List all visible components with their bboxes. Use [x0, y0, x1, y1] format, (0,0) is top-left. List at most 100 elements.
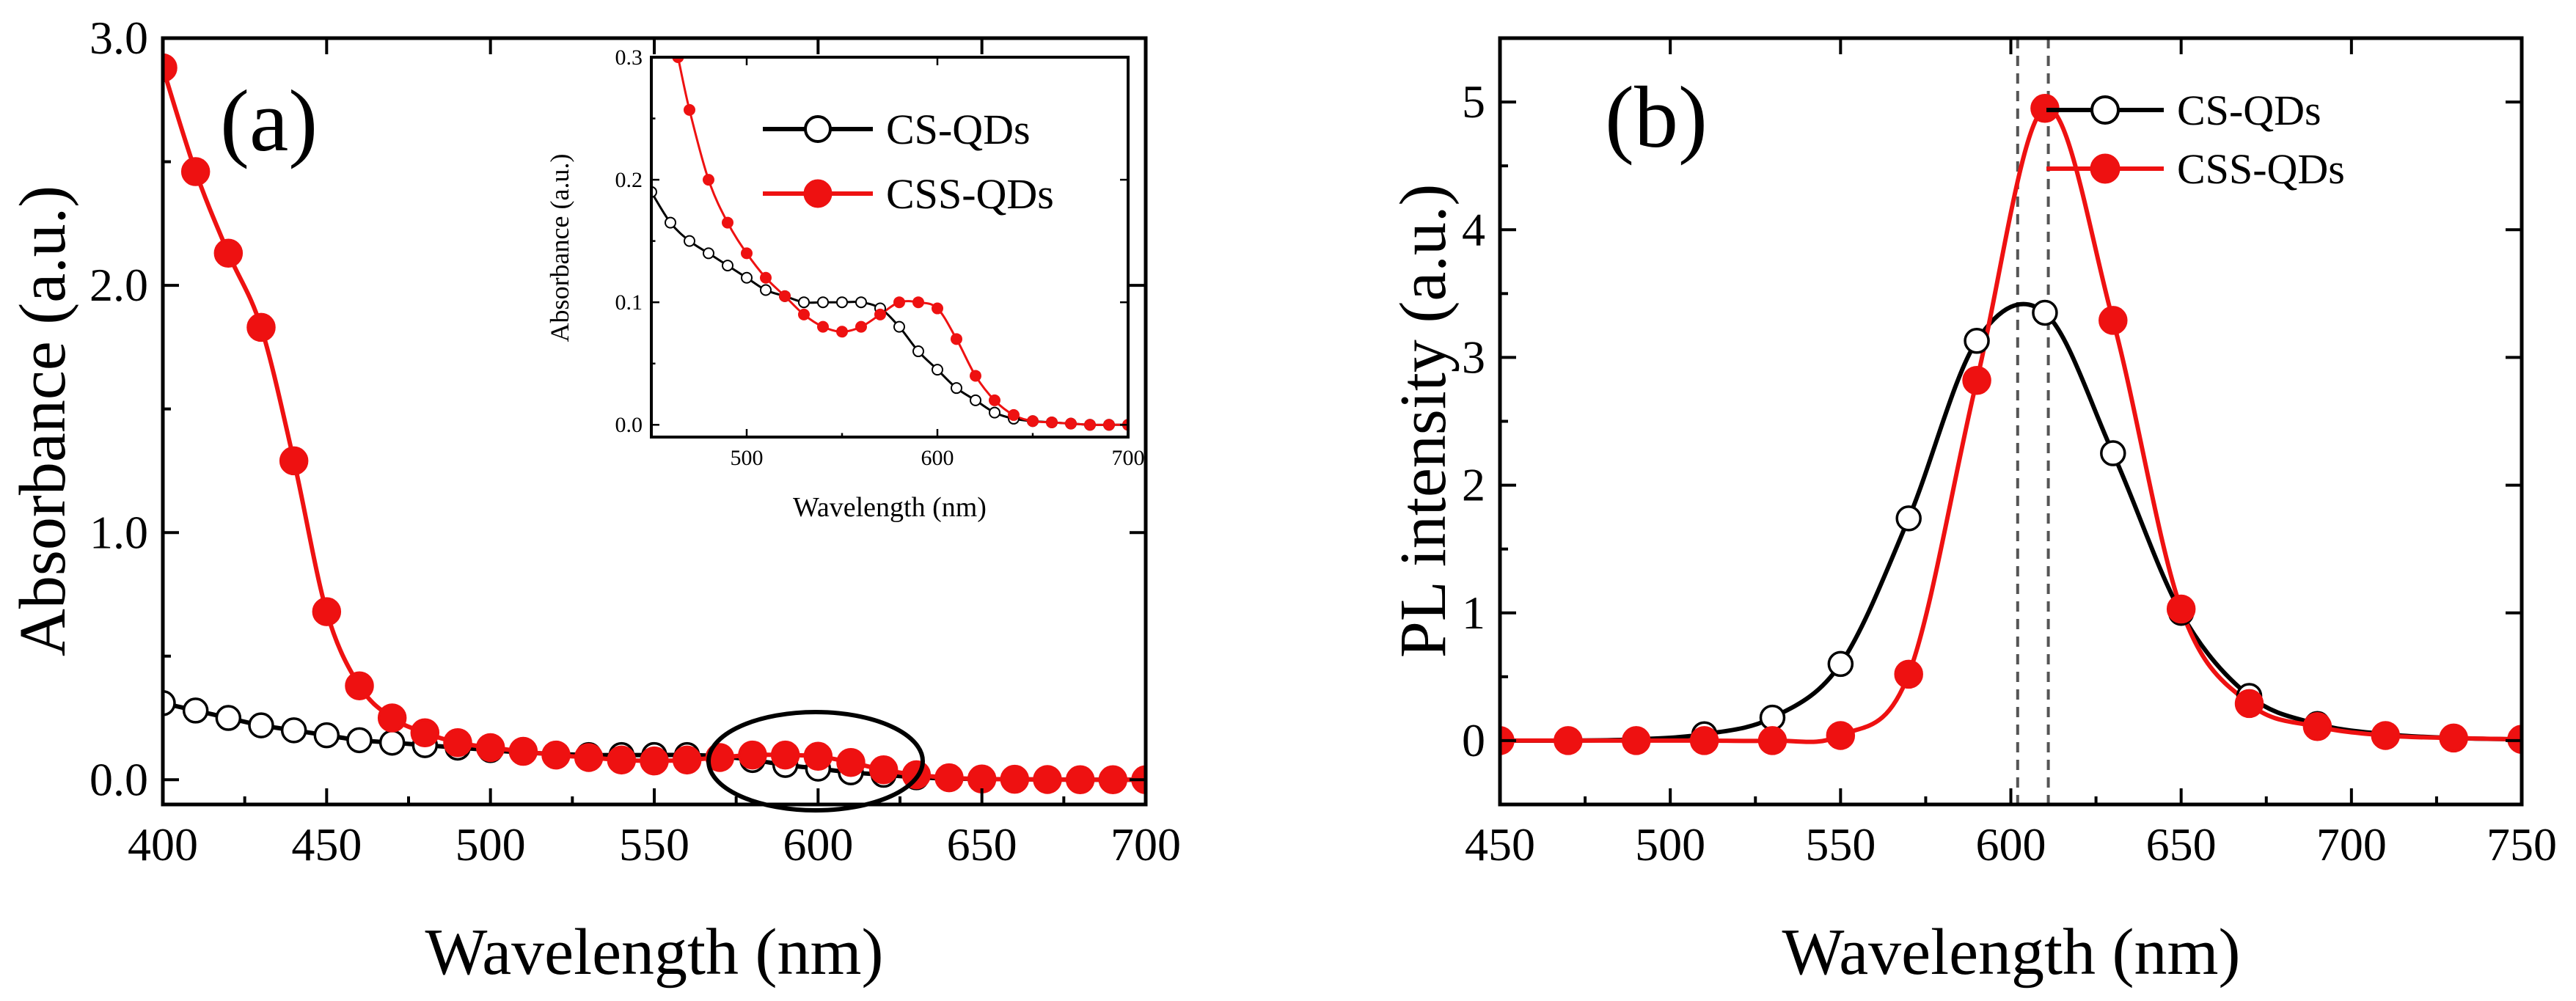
- data-point-b-css-qds: [2439, 723, 2468, 753]
- data-point-a-css-qds: [1065, 765, 1095, 795]
- y-tick-label-a: 2.0: [89, 259, 148, 311]
- panel-a-xlabel: Wavelength (nm): [425, 916, 883, 989]
- data-point-a-css-qds: [475, 733, 505, 763]
- highlight-ellipse: [706, 710, 925, 813]
- x-tick-label-a: 600: [783, 818, 853, 870]
- data-point-b-css-qds: [1689, 726, 1719, 755]
- data-point-inset-css-qds: [817, 320, 829, 333]
- y-tick-label-b: 1: [1462, 587, 1485, 639]
- data-point-a-cs-qds: [346, 727, 373, 754]
- panel-a-axes: 400 450 500 550 600 650 700 0.0 1.0 2.0 3.0: [89, 12, 1181, 870]
- data-point-inset-css-qds: [951, 333, 962, 345]
- data-point-a-css-qds: [377, 703, 407, 733]
- data-point-inset-cs-qds: [722, 260, 733, 272]
- data-point-inset-cs-qds: [951, 382, 962, 395]
- panel-a: 400 450 500 550 600 650 700 0.0 1.0 2.0 3.0 (a) Wa…: [7, 12, 1181, 989]
- data-point-inset-css-qds: [1027, 415, 1039, 428]
- data-point-b-css-qds: [2099, 306, 2128, 335]
- x-tick-label-inset: 600: [921, 446, 954, 470]
- x-tick-label-b: 600: [1976, 818, 2046, 870]
- legend-a-css-label: CSS-QDs: [886, 170, 1054, 218]
- data-point-a-css-qds: [607, 745, 637, 775]
- x-tick-label-a: 450: [291, 818, 362, 870]
- panel-b-ylabel: PL intensity (a.u.): [1387, 184, 1460, 659]
- data-point-inset-css-qds: [1103, 419, 1115, 431]
- y-tick-label-a: 0.0: [89, 753, 148, 805]
- panel-b-xlabel: Wavelength (nm): [1782, 916, 2240, 989]
- data-point-b-css-qds: [2302, 712, 2332, 741]
- data-point-inset-cs-qds: [760, 284, 772, 296]
- inset-chart: 500 600 700 0.0 0.1 0.2 0.3 Wavelength (nm) Ab…: [545, 45, 1145, 523]
- data-point-inset-cs-qds: [912, 345, 924, 358]
- y-tick-label-inset: 0.2: [615, 168, 643, 192]
- data-point-a-css-qds: [934, 763, 964, 793]
- data-point-inset-css-qds: [893, 296, 905, 309]
- legend-a-css-marker: [803, 179, 833, 208]
- x-tick-label-b: 550: [1805, 818, 1876, 870]
- panel-b-data: [1500, 38, 2522, 804]
- legend-a-cs-marker: [804, 115, 832, 143]
- data-point-inset-cs-qds: [893, 320, 905, 333]
- data-point-b-cs-qds: [1759, 704, 1786, 731]
- data-point-a-css-qds: [672, 745, 702, 775]
- legend-a: CS-QDs CSS-QDs: [763, 106, 1054, 218]
- y-tick-label-inset: 0.3: [615, 45, 643, 70]
- y-tick-label-b: 0: [1462, 714, 1485, 766]
- data-point-inset-cs-qds: [855, 296, 867, 309]
- x-tick-label-a: 500: [455, 818, 526, 870]
- data-point-inset-css-qds: [1008, 408, 1020, 421]
- panel-b: 450 500 550 600 650 700 750 0 1 2 3 4 5 (b) Waveleng…: [1387, 36, 2557, 989]
- data-point-a-css-qds: [868, 755, 899, 785]
- legend-b-css-label: CSS-QDs: [2177, 145, 2345, 193]
- data-point-a-cs-qds: [248, 712, 274, 738]
- data-point-inset-css-qds: [798, 308, 810, 320]
- panel-a-data: [163, 53, 1146, 795]
- data-point-b-cs-qds: [1895, 505, 1922, 532]
- data-point-inset-css-qds: [874, 308, 886, 320]
- data-point-inset-cs-qds: [684, 235, 695, 247]
- inset-data: [651, 57, 1128, 437]
- data-point-inset-css-qds: [970, 370, 981, 382]
- data-point-inset-css-qds: [932, 302, 943, 315]
- data-point-a-css-qds: [345, 671, 374, 700]
- legend-b-cs-marker: [2090, 95, 2120, 125]
- y-tick-label-b: 4: [1462, 203, 1485, 255]
- data-point-b-css-qds: [2371, 721, 2401, 750]
- data-point-a-css-qds: [410, 718, 440, 747]
- data-point-a-cs-qds: [163, 690, 176, 716]
- data-point-inset-css-qds: [855, 320, 867, 333]
- data-point-a-css-qds: [312, 597, 342, 626]
- data-point-a-css-qds: [508, 736, 538, 766]
- data-point-inset-cs-qds: [836, 296, 848, 309]
- inset-frame: [650, 56, 1130, 439]
- legend-b: CS-QDs CSS-QDs: [2046, 87, 2345, 193]
- x-tick-label-a: 550: [619, 818, 689, 870]
- y-tick-label-b: 2: [1462, 459, 1485, 511]
- x-tick-label-b: 700: [2316, 818, 2387, 870]
- data-point-b-css-qds: [1621, 726, 1651, 755]
- data-point-b-cs-qds: [1827, 650, 1854, 678]
- data-point-b-css-qds: [1554, 726, 1583, 755]
- y-tick-label-b: 5: [1462, 76, 1485, 128]
- data-point-b-css-qds: [1757, 726, 1788, 755]
- data-point-inset-css-qds: [912, 296, 924, 309]
- data-point-a-cs-qds: [313, 722, 340, 749]
- data-point-a-css-qds: [836, 747, 866, 777]
- data-point-b-cs-qds: [2100, 440, 2126, 466]
- data-point-a-css-qds: [640, 746, 669, 776]
- data-point-a-css-qds: [246, 312, 276, 342]
- x-tick-label-b: 450: [1465, 818, 1535, 870]
- data-point-inset-cs-qds: [665, 216, 676, 229]
- y-tick-label-a: 3.0: [89, 12, 148, 64]
- data-point-inset-css-qds: [1046, 416, 1058, 428]
- panel-b-axes: 450 500 550 600 650 700 750 0 1 2 3 4 5: [1462, 38, 2557, 870]
- panel-a-ylabel: Absorbance (a.u.): [7, 186, 79, 656]
- data-point-a-css-qds: [1033, 765, 1062, 794]
- data-point-a-css-qds: [1098, 765, 1128, 795]
- x-tick-label-a: 700: [1110, 818, 1181, 870]
- y-tick-label-a: 1.0: [89, 506, 148, 558]
- x-tick-label-a: 400: [128, 818, 198, 870]
- data-point-inset-css-qds: [684, 103, 695, 116]
- x-tick-label-b: 500: [1635, 818, 1705, 870]
